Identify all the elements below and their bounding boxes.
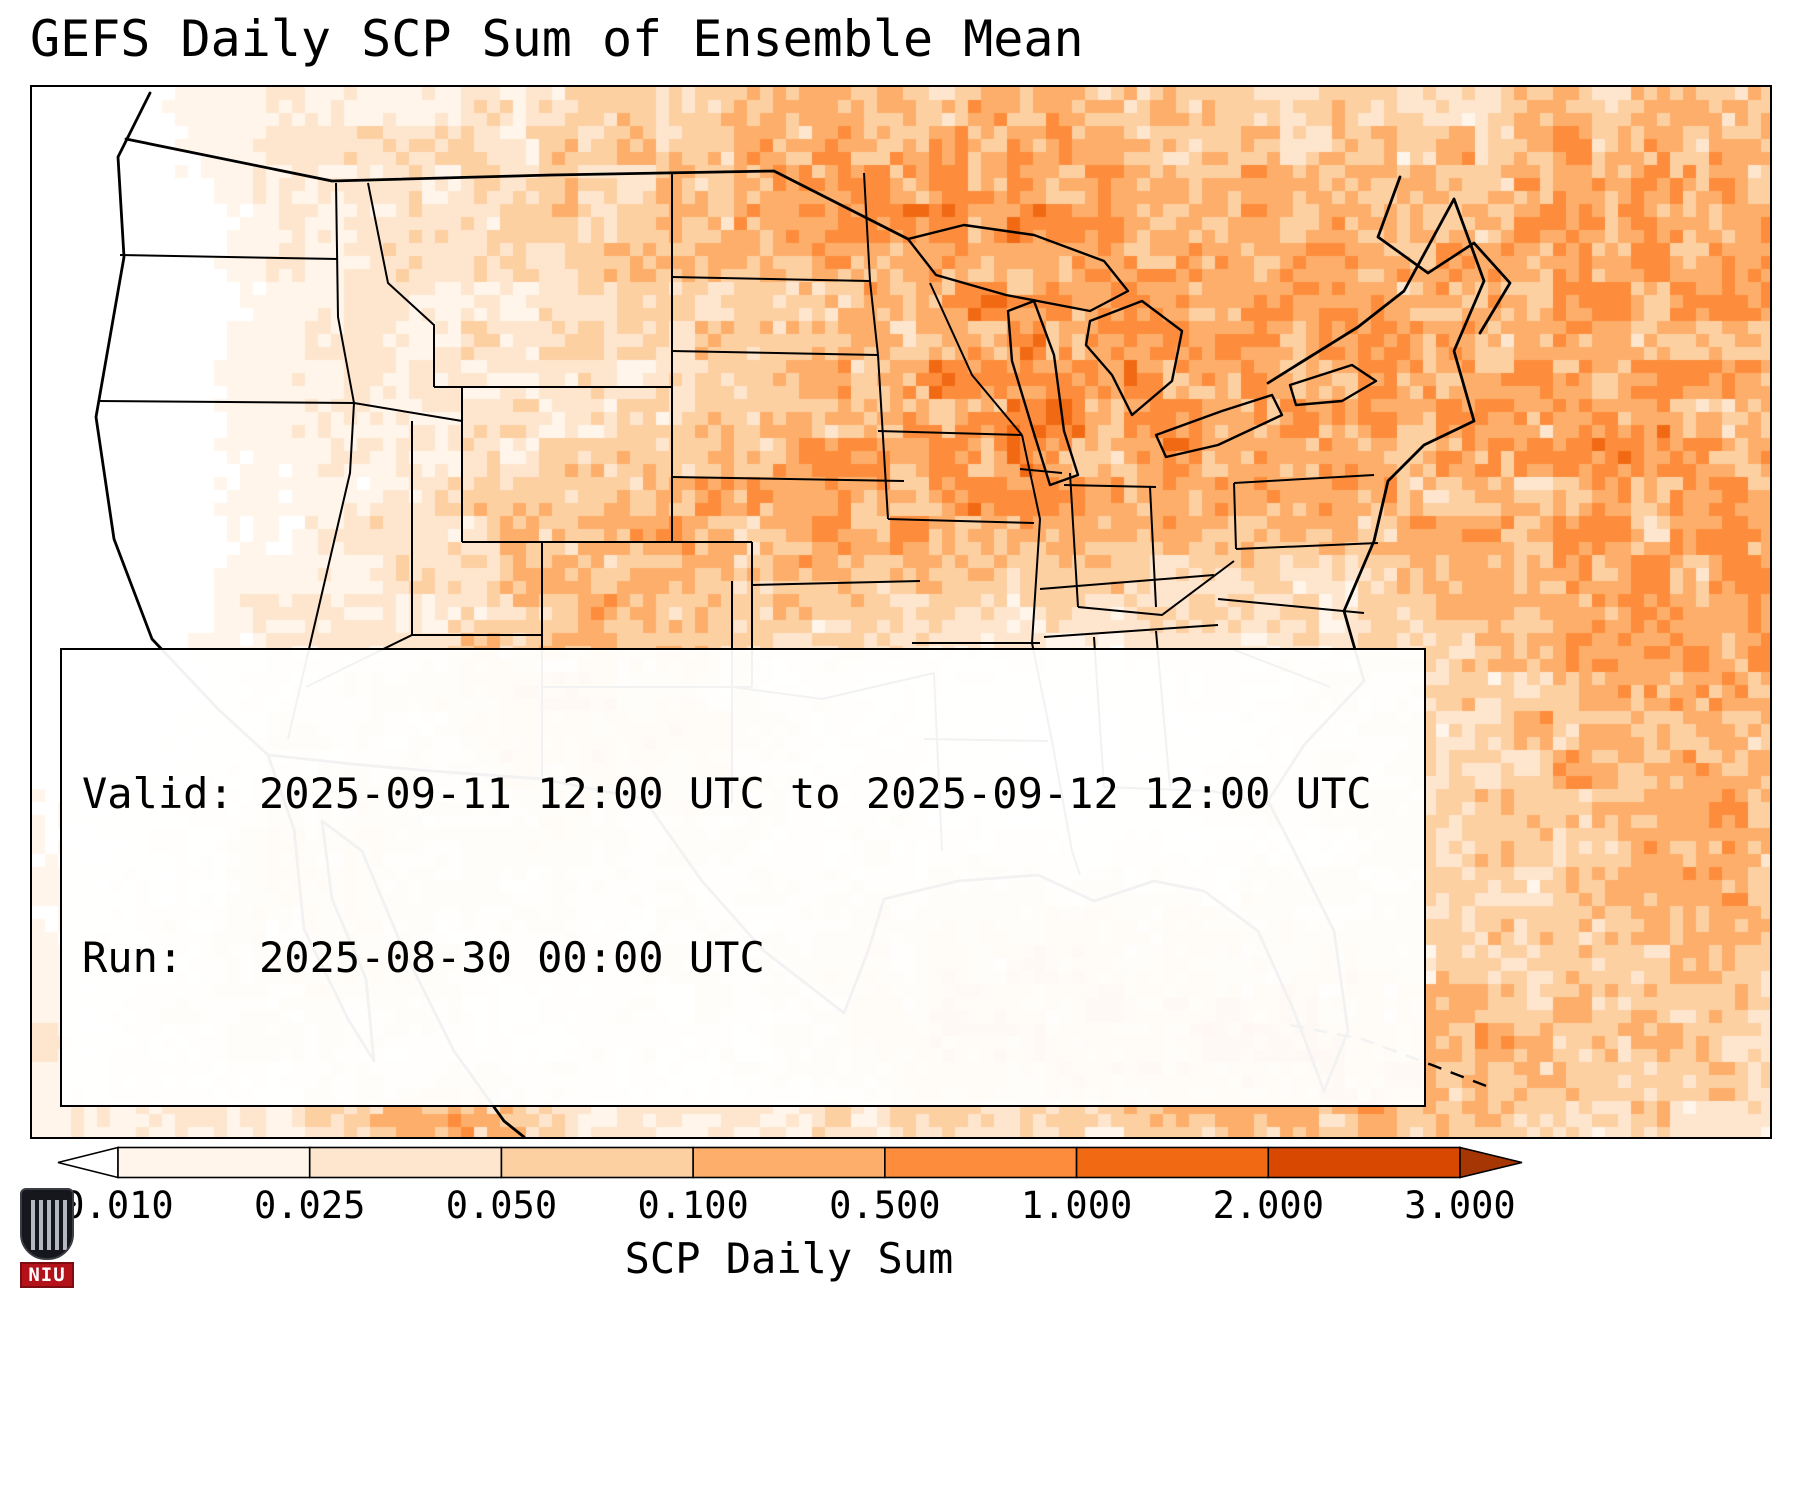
info-box: Valid: 2025-09-11 12:00 UTC to 2025-09-1… xyxy=(60,648,1426,1107)
lake-ontario xyxy=(1288,363,1378,407)
niu-shield-icon xyxy=(20,1188,74,1260)
lake-michigan xyxy=(1006,299,1080,487)
colorbar-segment xyxy=(500,1146,694,1179)
canada-border-line xyxy=(124,137,910,241)
colorbar-ticks: 0.010 0.025 0.050 0.100 0.500 1.000 2.000 3.000 xyxy=(62,1184,1515,1230)
page-title: GEFS Daily SCP Sum of Ensemble Mean xyxy=(30,10,1084,68)
colorbar-segment xyxy=(1267,1146,1461,1179)
colorbar-label: SCP Daily Sum xyxy=(624,1234,954,1283)
lake-huron xyxy=(1084,299,1184,417)
castle-icon xyxy=(31,1200,67,1250)
niu-banner: NIU xyxy=(20,1262,74,1288)
colorbar-svg xyxy=(57,1146,1523,1179)
canada-maritimes-coastline xyxy=(1376,175,1512,335)
colorbar-tick-label: 2.000 xyxy=(1212,1184,1324,1227)
colorbar-tick-label: 0.050 xyxy=(445,1184,558,1227)
colorbar-tick-label: 0.010 xyxy=(62,1184,174,1227)
great-lakes-group xyxy=(906,223,1378,487)
colorbar-segment xyxy=(117,1146,311,1179)
colorbar-over-arrow xyxy=(1459,1146,1523,1179)
valid-time-text: Valid: 2025-09-11 12:00 UTC to 2025-09-1… xyxy=(82,769,1372,819)
colorbar-tick-label: 1.000 xyxy=(1020,1184,1133,1227)
colorbar-segment xyxy=(884,1146,1078,1179)
colorbar xyxy=(56,1146,1526,1180)
colorbar-segment xyxy=(692,1146,886,1179)
lake-erie xyxy=(1154,393,1284,459)
colorbar-tick-label: 0.025 xyxy=(254,1184,366,1227)
colorbar-under-arrow xyxy=(57,1146,119,1179)
colorbar-segment xyxy=(308,1146,503,1179)
niu-logo: NIU xyxy=(20,1188,74,1292)
colorbar-segment xyxy=(1075,1146,1270,1179)
map-panel: Valid: 2025-09-11 12:00 UTC to 2025-09-1… xyxy=(30,85,1772,1139)
colorbar-tick-label: 3.000 xyxy=(1404,1184,1516,1227)
run-time-text: Run: 2025-08-30 00:00 UTC xyxy=(82,933,765,983)
lake-superior xyxy=(906,223,1130,313)
colorbar-tick-label: 0.100 xyxy=(637,1184,749,1227)
colorbar-tick-label: 0.500 xyxy=(829,1184,941,1227)
